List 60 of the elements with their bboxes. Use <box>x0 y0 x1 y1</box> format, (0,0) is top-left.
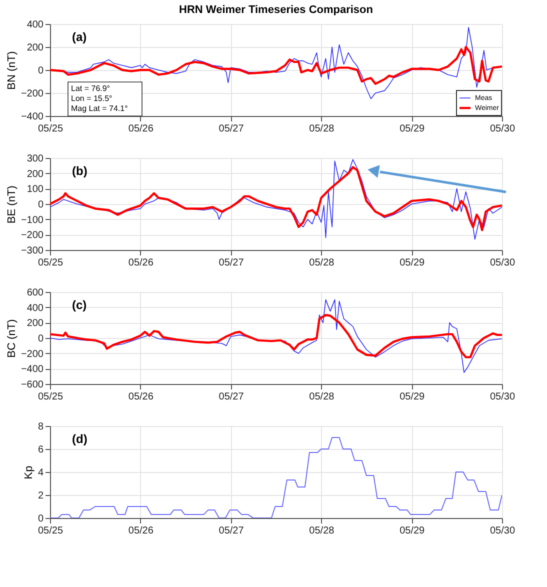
x-tick-label: 05/28 <box>309 258 335 268</box>
y-axis-title: BE (nT) <box>6 186 18 224</box>
y-tick-label: 4 <box>38 468 44 478</box>
x-tick-label: 05/26 <box>128 392 154 402</box>
x-tick-label: 05/28 <box>309 392 335 402</box>
x-tick-label: 05/30 <box>490 258 516 268</box>
x-tick-label: 05/27 <box>218 526 244 536</box>
annotation: Lat = 76.9° <box>71 84 110 93</box>
annotation: Lon = 15.5° <box>71 94 112 103</box>
x-tick-label: 05/29 <box>400 526 426 536</box>
x-tick-label: 05/28 <box>309 526 335 536</box>
chart-title: HRN Weimer Timeseries Comparison <box>179 4 374 16</box>
y-tick-label: 200 <box>26 168 44 180</box>
y-axis-title: Kp <box>22 466 35 480</box>
y-tick-label: 8 <box>38 422 44 432</box>
y-tick-label: 200 <box>26 42 44 54</box>
y-tick-label: 300 <box>26 154 44 164</box>
y-axis-title: BN (nT) <box>6 51 18 90</box>
y-tick-label: −200 <box>20 230 44 242</box>
x-tick-label: 05/25 <box>38 392 64 402</box>
x-tick-label: 05/26 <box>128 124 154 134</box>
y-tick-label: −200 <box>20 88 44 100</box>
x-tick-label: 05/25 <box>38 258 64 268</box>
annotation: (a) <box>72 30 87 44</box>
y-tick-label: −300 <box>20 246 44 256</box>
y-tick-label: 0 <box>38 66 44 76</box>
x-tick-label: 05/28 <box>309 124 335 134</box>
annotation: (b) <box>72 164 88 178</box>
x-tick-label: 05/29 <box>400 258 426 268</box>
x-tick-label: 05/30 <box>490 124 516 134</box>
x-tick-label: 05/25 <box>38 124 64 134</box>
y-tick-label: 6 <box>38 444 44 456</box>
y-tick-label: 600 <box>26 288 44 298</box>
y-tick-label: −200 <box>20 348 44 360</box>
y-tick-label: 200 <box>26 318 44 330</box>
x-tick-label: 05/30 <box>490 392 516 402</box>
annotation: Mag Lat = 74.1° <box>71 104 128 113</box>
y-tick-label: 0 <box>38 200 44 210</box>
x-tick-label: 05/29 <box>400 392 426 402</box>
x-tick-label: 05/27 <box>218 392 244 402</box>
y-tick-label: 2 <box>38 490 44 502</box>
annotation: (d) <box>72 432 88 446</box>
y-axis-title: BC (nT) <box>6 319 18 358</box>
y-tick-label: −100 <box>20 214 44 226</box>
y-tick-label: 400 <box>26 302 44 314</box>
y-tick-label: −400 <box>20 112 44 122</box>
annotation: (c) <box>72 298 87 312</box>
y-tick-label: −400 <box>20 364 44 376</box>
y-tick-label: 400 <box>26 20 44 30</box>
x-tick-label: 05/29 <box>400 124 426 134</box>
x-tick-label: 05/27 <box>218 124 244 134</box>
y-tick-label: −600 <box>20 380 44 390</box>
y-tick-label: 0 <box>38 334 44 344</box>
x-tick-label: 05/26 <box>128 258 154 268</box>
y-tick-label: 0 <box>38 514 44 524</box>
x-tick-label: 05/27 <box>218 258 244 268</box>
y-tick-label: 100 <box>26 184 44 196</box>
x-tick-label: 05/25 <box>38 526 64 536</box>
x-tick-label: 05/30 <box>490 526 516 536</box>
x-tick-label: 05/26 <box>128 526 154 536</box>
